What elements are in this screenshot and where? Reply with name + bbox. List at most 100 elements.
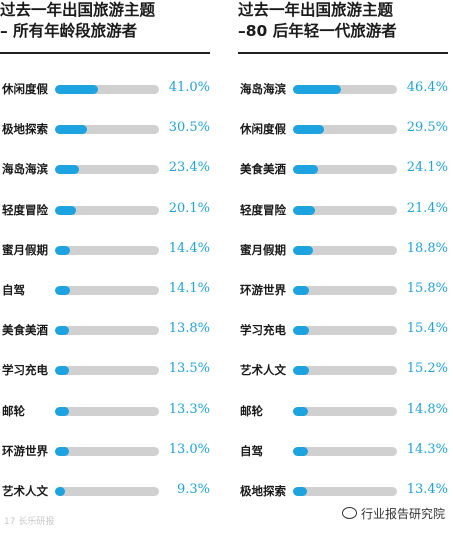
chart-title-line-2: –80 后年轻一代旅游者	[238, 22, 397, 40]
chart-title-line-1: 过去一年出国旅游主题	[238, 1, 394, 19]
category-label: 极地探索	[240, 484, 286, 498]
bar-row: 蜜月假期 14.4%	[0, 241, 212, 259]
category-label: 海岛海滨	[240, 82, 286, 96]
category-label: 轻度冒险	[2, 202, 48, 217]
bar-track	[293, 245, 397, 255]
bar-track	[293, 446, 397, 456]
bar-row: 休闲度假 29.5%	[238, 120, 450, 138]
bar	[293, 406, 309, 416]
bar-track	[55, 446, 159, 456]
value-label: 14.3%	[406, 441, 448, 457]
bar-row: 艺术人文 9.3%	[0, 482, 212, 500]
bar	[55, 205, 76, 215]
bar-row: 轻度冒险 20.1%	[0, 201, 212, 219]
chart-panel-all-ages: 过去一年出国旅游主题 – 所有年龄段旅游者 休闲度假 41.0% 极地探索 30.5%…	[0, 0, 212, 533]
value-label: 29.5%	[406, 120, 448, 136]
category-label: 自驾	[2, 283, 25, 297]
watermark-right: 行业报告研究院	[341, 505, 445, 522]
bar	[293, 487, 307, 496]
category-label: 艺术人文	[240, 363, 286, 378]
bar-track	[55, 165, 159, 175]
category-label: 艺术人文	[2, 484, 48, 498]
value-label: 13.5%	[168, 361, 210, 377]
bar-track	[293, 326, 397, 336]
value-label: 15.2%	[406, 361, 448, 377]
value-label: 15.4%	[406, 321, 448, 337]
bar-row: 极地探索 30.5%	[0, 120, 212, 138]
bar-row: 艺术人文 15.2%	[238, 361, 450, 379]
value-label: 9.3%	[176, 482, 210, 497]
bar-track	[293, 205, 397, 215]
bar-row: 自驾 14.1%	[0, 281, 212, 299]
bar-row: 环游世界 15.8%	[238, 281, 450, 299]
bar-row: 美食美酒 13.8%	[0, 321, 212, 339]
category-label: 轻度冒险	[240, 202, 286, 217]
bar-row: 美食美酒 24.1%	[238, 160, 450, 178]
value-label: 14.8%	[406, 401, 448, 417]
bar-row: 自驾 14.3%	[238, 442, 450, 460]
chart-title-line-2: – 所有年龄段旅游者	[0, 22, 138, 40]
category-label: 自驾	[240, 443, 263, 458]
bar	[55, 286, 70, 295]
value-label: 14.4%	[168, 240, 210, 256]
bar	[293, 446, 308, 456]
category-label: 邮轮	[240, 403, 263, 418]
category-label: 蜜月假期	[2, 242, 48, 257]
watermark-left: 17 长乐研报	[4, 517, 55, 527]
bar	[55, 326, 70, 336]
bar-row: 轻度冒险 21.4%	[238, 201, 450, 219]
bar-track	[293, 487, 397, 496]
bar-row: 极地探索 13.4%	[238, 482, 450, 500]
value-label: 46.4%	[406, 80, 448, 95]
bar-track	[293, 125, 397, 135]
bar	[55, 446, 69, 456]
bar-row: 学习充电 13.5%	[0, 361, 212, 379]
bar-track	[55, 286, 159, 295]
bar	[55, 487, 65, 496]
bar-track	[293, 286, 397, 295]
category-label: 环游世界	[2, 443, 48, 458]
bar-row: 环游世界 13.0%	[0, 442, 212, 460]
bar-row: 海岛海滨 23.4%	[0, 160, 212, 178]
value-label: 13.3%	[168, 401, 210, 417]
bar	[293, 245, 313, 255]
chart-panel-post-80s: 过去一年出国旅游主题 –80 后年轻一代旅游者 海岛海滨 46.4% 休闲度假 29.…	[238, 0, 450, 533]
chart-title-line-1: 过去一年出国旅游主题	[0, 1, 156, 19]
bar-track	[55, 125, 159, 135]
value-label: 14.1%	[168, 281, 210, 296]
chart-title: 过去一年出国旅游主题 – 所有年龄段旅游者	[0, 0, 155, 42]
bar	[293, 366, 309, 376]
value-label: 21.4%	[406, 200, 448, 216]
bar-row: 学习充电 15.4%	[238, 321, 450, 339]
value-label: 23.4%	[168, 160, 210, 176]
bar	[293, 286, 310, 295]
value-label: 13.0%	[168, 441, 210, 457]
category-label: 休闲度假	[2, 82, 48, 96]
bar-track	[293, 366, 397, 376]
value-label: 41.0%	[168, 80, 210, 95]
bar	[55, 165, 80, 175]
bar	[293, 165, 319, 175]
bar	[293, 125, 324, 135]
watermark-right-text: 行业报告研究院	[360, 507, 445, 521]
category-label: 美食美酒	[240, 162, 286, 177]
category-label: 学习充电	[240, 323, 286, 338]
bar-row: 休闲度假 41.0%	[0, 80, 212, 98]
bar	[55, 245, 70, 255]
bar-track	[55, 85, 159, 94]
category-label: 邮轮	[2, 403, 25, 418]
bar	[55, 85, 98, 94]
chart-title: 过去一年出国旅游主题 –80 后年轻一代旅游者	[238, 0, 397, 42]
bar-track	[55, 487, 159, 496]
bar-row: 邮轮 13.3%	[0, 402, 212, 420]
value-label: 13.8%	[168, 321, 210, 337]
category-label: 极地探索	[2, 122, 48, 137]
bar-track	[55, 406, 159, 416]
bar	[55, 125, 87, 135]
wechat-icon	[341, 507, 357, 519]
category-label: 学习充电	[2, 363, 48, 378]
category-label: 美食美酒	[2, 323, 48, 338]
category-label: 蜜月假期	[240, 242, 286, 257]
bar	[293, 85, 342, 94]
category-label: 环游世界	[240, 283, 286, 297]
